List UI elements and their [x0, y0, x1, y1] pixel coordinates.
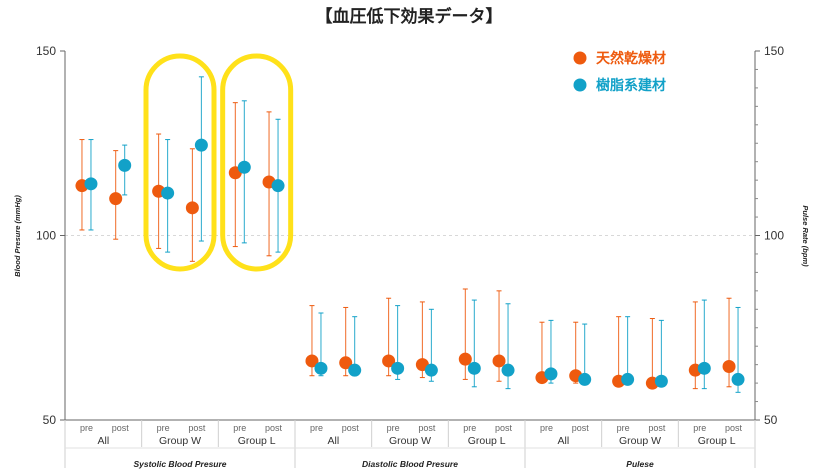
- data-point: [109, 192, 123, 206]
- y-tick-label-right: 100: [764, 229, 784, 243]
- x-tick-label-group: Group W: [389, 435, 431, 447]
- y-tick-label-right: 150: [764, 44, 784, 58]
- data-point: [194, 138, 208, 152]
- data-points: [75, 138, 745, 390]
- y-tick-label-left: 150: [36, 44, 56, 58]
- data-point: [348, 363, 362, 377]
- x-tick-label-phase: post: [188, 423, 206, 433]
- data-point: [578, 372, 592, 386]
- data-point: [161, 186, 175, 200]
- error-bars: [79, 76, 741, 393]
- x-tick-label-phase: post: [648, 423, 666, 433]
- x-tick-label-phase: pre: [310, 423, 323, 433]
- x-tick-label-group: All: [97, 435, 109, 447]
- x-tick-label-phase: pre: [540, 423, 553, 433]
- x-tick-label-group: Group L: [468, 435, 506, 447]
- y-axis-label-left: Blood Presure (mmHg): [13, 195, 22, 277]
- y-axis-label-right: Pulse Rate (bpm): [801, 205, 810, 267]
- chart-title: 【血圧低下効果データ】: [316, 6, 503, 27]
- legend-marker: [573, 51, 587, 65]
- data-point: [339, 356, 353, 370]
- highlight-ovals: [143, 53, 294, 272]
- x-tick-label-phase: pre: [617, 423, 630, 433]
- data-point: [544, 367, 558, 381]
- x-tick-label-group: Group L: [698, 435, 736, 447]
- x-tick-label-phase: pre: [80, 423, 93, 433]
- data-point: [731, 372, 745, 386]
- highlight-oval: [220, 53, 294, 272]
- x-tick-label-phase: post: [265, 423, 283, 433]
- y-tick-label-right: 50: [764, 413, 778, 427]
- data-point: [382, 354, 396, 368]
- x-tick-label-phase: pre: [157, 423, 170, 433]
- highlight-oval: [143, 53, 217, 272]
- x-tick-label-group: All: [327, 435, 339, 447]
- x-tick-label-phase: pre: [233, 423, 246, 433]
- x-tick-label-phase: post: [342, 423, 360, 433]
- y-tick-label-left: 50: [43, 413, 57, 427]
- x-section-label: Diastolic Blood Presure: [362, 459, 458, 469]
- x-tick-label-group: Group W: [619, 435, 661, 447]
- x-tick-label-phase: pre: [463, 423, 476, 433]
- data-point: [467, 361, 481, 375]
- x-tick-label-group: Group L: [238, 435, 276, 447]
- data-point: [654, 374, 668, 388]
- data-point: [621, 372, 635, 386]
- legend-label: 樹脂系建材: [596, 77, 666, 94]
- x-tick-label-group: Group W: [159, 435, 201, 447]
- legend-marker: [573, 78, 587, 92]
- x-tick-label-phase: post: [418, 423, 436, 433]
- data-point: [697, 361, 711, 375]
- x-tick-label-phase: post: [112, 423, 130, 433]
- x-tick-label-phase: post: [572, 423, 590, 433]
- data-point: [391, 361, 405, 375]
- data-point: [314, 361, 328, 375]
- data-point: [501, 363, 515, 377]
- data-point: [185, 201, 199, 215]
- axes: 50 100 150 50 100 150: [36, 44, 784, 427]
- data-point: [118, 158, 132, 172]
- x-tick-label-phase: pre: [387, 423, 400, 433]
- data-point: [424, 363, 438, 377]
- data-point: [84, 177, 98, 191]
- x-tick-label-phase: post: [725, 423, 743, 433]
- x-section-label: Systolic Blood Presure: [133, 459, 226, 469]
- y-tick-label-left: 100: [36, 229, 56, 243]
- legend-label: 天然乾燥材: [596, 50, 666, 67]
- data-point: [305, 354, 319, 368]
- x-tick-label-group: All: [557, 435, 569, 447]
- data-point: [271, 179, 285, 193]
- data-point: [237, 160, 251, 174]
- x-tick-label-phase: pre: [693, 423, 706, 433]
- data-point: [492, 354, 506, 368]
- data-point: [458, 352, 472, 366]
- data-point: [722, 359, 736, 373]
- x-section-label: Pulese: [626, 459, 654, 469]
- x-tick-label-phase: post: [495, 423, 513, 433]
